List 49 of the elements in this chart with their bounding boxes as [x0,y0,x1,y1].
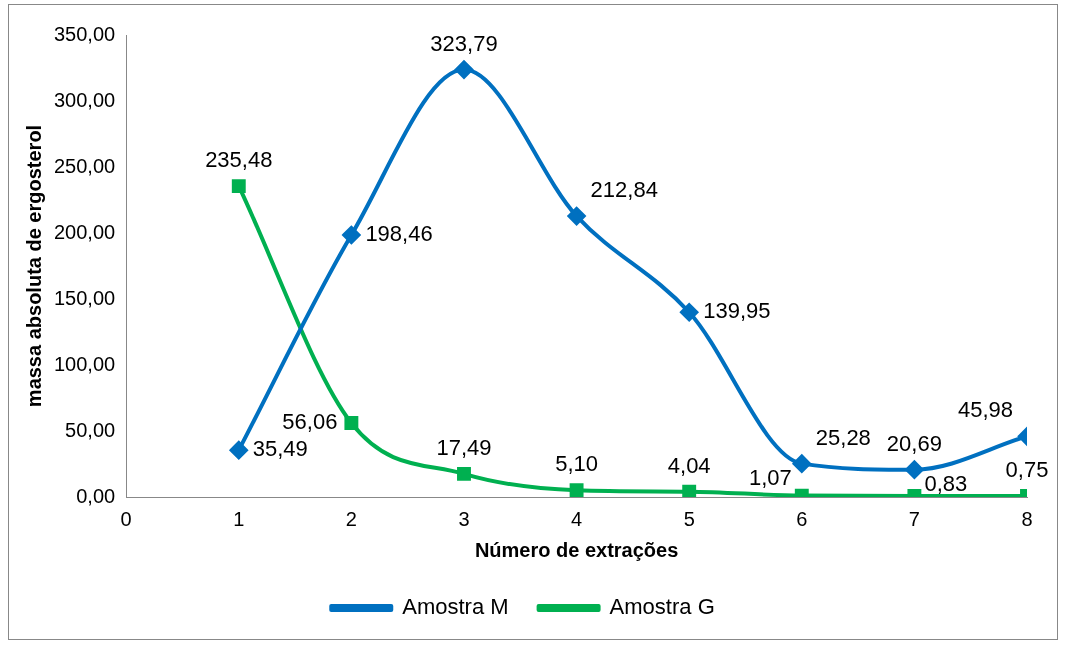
data-label: 17,49 [436,434,492,460]
x-tick-label: 5 [683,507,695,530]
y-tick-label: 150,00 [54,286,116,309]
y-tick-label: 50,00 [65,418,116,441]
y-tick-label: 200,00 [54,220,116,243]
point [454,60,473,79]
data-label: 198,46 [365,221,433,247]
legend-label: Amostra M [402,594,509,620]
x-axis-title: Número de extrações [474,538,679,561]
point [231,179,246,194]
data-label: 45,98 [957,397,1014,423]
point [229,441,248,460]
point [792,454,811,473]
data-label: 20,69 [886,430,942,456]
data-label: 323,79 [430,30,498,56]
x-tick-label: 8 [1021,507,1033,530]
x-tick-label: 1 [233,507,245,530]
data-label: 4,04 [667,452,711,478]
x-tick-label: 0 [120,507,132,530]
y-tick-label: 250,00 [54,154,116,177]
y-tick-label: 0,00 [76,484,116,507]
point [342,226,361,245]
point [682,484,697,497]
x-tick-label: 7 [908,507,920,530]
data-label: 56,06 [282,409,338,435]
x-tick-label: 4 [571,507,583,530]
point [457,466,471,481]
point [680,303,699,322]
y-tick-label: 100,00 [54,352,116,375]
data-label: 35,49 [252,436,308,462]
point [905,460,924,479]
data-label: 5,10 [555,451,598,477]
data-label: 1,07 [748,464,792,490]
data-label: 25,28 [815,424,871,450]
legend-label: Amostra G [609,594,715,620]
point [567,207,586,226]
x-tick-label: 6 [796,507,808,530]
y-axis-title: massa absoluta de ergosterol [22,124,45,408]
y-tick-label: 300,00 [54,88,116,111]
point [344,416,359,430]
y-tick-label: 350,00 [54,22,116,45]
data-label: 0,83 [924,470,968,496]
point [569,483,584,497]
data-label: 212,84 [590,177,658,203]
x-tick-label: 2 [345,507,357,530]
data-label: 0,75 [1005,457,1049,483]
x-tick-label: 3 [458,507,470,530]
data-label: 235,48 [205,147,273,173]
data-label: 139,95 [703,298,771,324]
